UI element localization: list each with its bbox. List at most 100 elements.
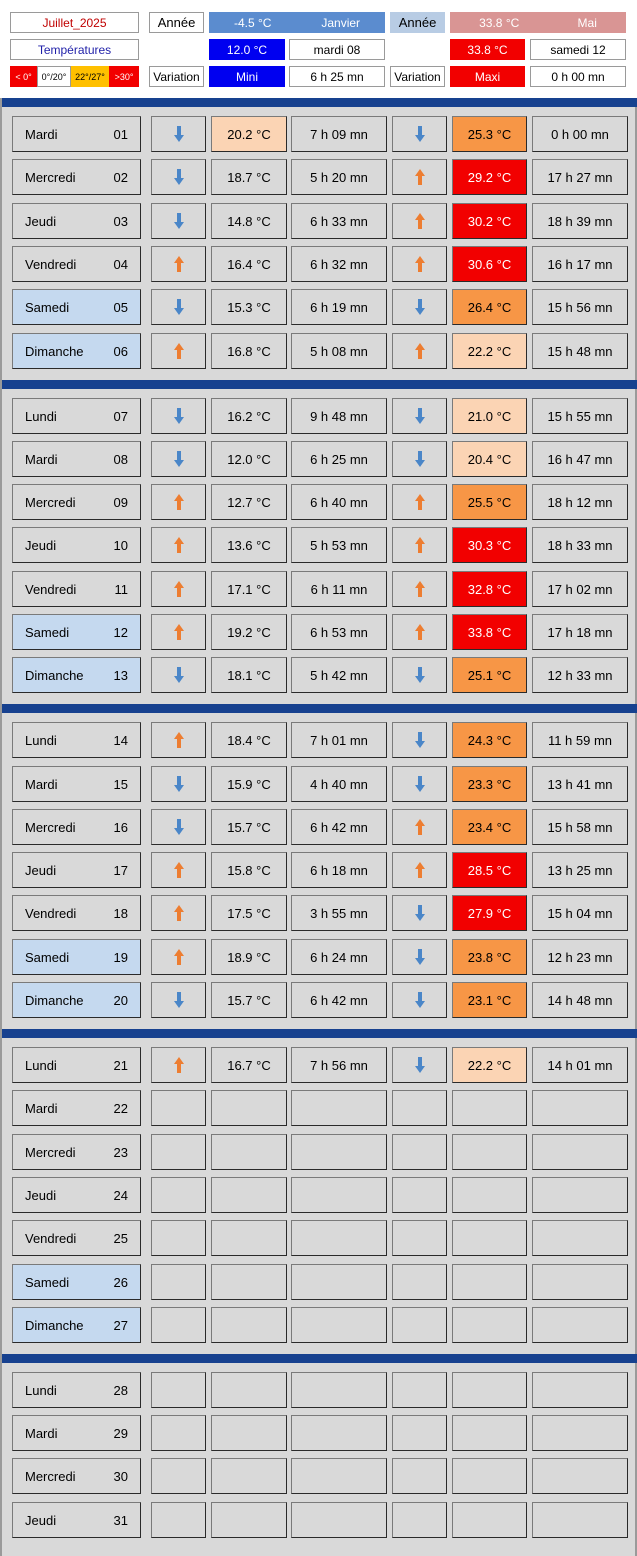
arrow-down-icon bbox=[392, 939, 447, 975]
day-cell[interactable]: Dimanche 27 bbox=[12, 1307, 141, 1343]
arrow-up-icon bbox=[151, 484, 206, 520]
day-cell[interactable]: Lundi 21 bbox=[12, 1047, 141, 1083]
min-temp-cell: 18.1 °C bbox=[211, 657, 287, 693]
min-temp-cell: 15.7 °C bbox=[211, 982, 287, 1018]
day-row: Mercredi 09 12.7 °C 6 h 40 mn 25.5 °C 18 h 12… bbox=[2, 484, 637, 520]
day-cell[interactable]: Samedi 19 bbox=[12, 939, 141, 975]
day-number: 27 bbox=[113, 1317, 128, 1333]
min-temp-cell: 18.7 °C bbox=[211, 159, 287, 195]
day-cell[interactable]: Mercredi 02 bbox=[12, 159, 141, 195]
day-cell[interactable]: Mercredi 23 bbox=[12, 1134, 141, 1170]
month-min-date: mardi 08 bbox=[289, 39, 385, 60]
arrow-down-icon bbox=[392, 982, 447, 1018]
day-cell[interactable]: Mardi 29 bbox=[12, 1415, 141, 1451]
max-temp-cell: 32.8 °C bbox=[452, 571, 527, 607]
variation-min-cell bbox=[151, 1134, 206, 1170]
day-cell[interactable]: Mercredi 30 bbox=[12, 1458, 141, 1494]
day-cell[interactable]: Samedi 26 bbox=[12, 1264, 141, 1300]
max-temp-cell: 26.4 °C bbox=[452, 289, 527, 325]
day-name: Vendredi bbox=[25, 256, 77, 272]
day-row: Dimanche 27 bbox=[2, 1307, 637, 1343]
arrow-up-icon bbox=[392, 484, 447, 520]
day-number: 22 bbox=[113, 1100, 128, 1116]
day-cell[interactable]: Mardi 15 bbox=[12, 766, 141, 802]
day-number: 30 bbox=[113, 1468, 128, 1484]
day-row: Jeudi 24 bbox=[2, 1177, 637, 1213]
day-number: 21 bbox=[113, 1057, 128, 1073]
day-number: 23 bbox=[113, 1144, 128, 1160]
day-cell[interactable]: Mardi 08 bbox=[12, 441, 141, 477]
day-number: 10 bbox=[113, 537, 128, 553]
day-name: Mardi bbox=[25, 126, 58, 142]
day-cell[interactable]: Lundi 28 bbox=[12, 1372, 141, 1408]
day-number: 01 bbox=[113, 126, 128, 142]
day-name: Mardi bbox=[25, 776, 58, 792]
max-temp-cell bbox=[452, 1264, 527, 1300]
year-max-temp: 33.8 °C bbox=[479, 15, 520, 30]
day-cell[interactable]: Jeudi 17 bbox=[12, 852, 141, 888]
year-label-right: Année bbox=[390, 12, 445, 33]
day-cell[interactable]: Dimanche 20 bbox=[12, 982, 141, 1018]
variation-max-cell bbox=[392, 1264, 447, 1300]
max-time-cell bbox=[532, 1458, 628, 1494]
day-cell[interactable]: Jeudi 31 bbox=[12, 1502, 141, 1538]
day-cell[interactable]: Vendredi 25 bbox=[12, 1220, 141, 1256]
min-time-cell: 6 h 11 mn bbox=[291, 571, 387, 607]
day-cell[interactable]: Jeudi 24 bbox=[12, 1177, 141, 1213]
day-cell[interactable]: Lundi 14 bbox=[12, 722, 141, 758]
arrow-down-icon bbox=[151, 398, 206, 434]
day-cell[interactable]: Jeudi 03 bbox=[12, 203, 141, 239]
variation-min-cell bbox=[151, 1090, 206, 1126]
max-time-cell bbox=[532, 1177, 628, 1213]
day-number: 20 bbox=[113, 992, 128, 1008]
day-row: Mardi 22 bbox=[2, 1090, 637, 1126]
arrow-down-icon bbox=[392, 722, 447, 758]
day-cell[interactable]: Mardi 01 bbox=[12, 116, 141, 152]
min-time-cell: 5 h 08 mn bbox=[291, 333, 387, 369]
arrow-down-icon bbox=[392, 766, 447, 802]
day-cell[interactable]: Samedi 05 bbox=[12, 289, 141, 325]
min-temp-cell: 18.4 °C bbox=[211, 722, 287, 758]
day-cell[interactable]: Vendredi 11 bbox=[12, 571, 141, 607]
month-max-temp: 33.8 °C bbox=[450, 39, 525, 60]
variation-max-cell bbox=[392, 1090, 447, 1126]
day-cell[interactable]: Vendredi 04 bbox=[12, 246, 141, 282]
day-name: Lundi bbox=[25, 1382, 57, 1398]
day-cell[interactable]: Samedi 12 bbox=[12, 614, 141, 650]
day-cell[interactable]: Lundi 07 bbox=[12, 398, 141, 434]
arrow-down-icon bbox=[151, 116, 206, 152]
min-temp-cell: 15.9 °C bbox=[211, 766, 287, 802]
arrow-up-icon bbox=[392, 159, 447, 195]
max-temp-cell: 30.6 °C bbox=[452, 246, 527, 282]
day-cell[interactable]: Mercredi 09 bbox=[12, 484, 141, 520]
day-name: Dimanche bbox=[25, 992, 84, 1008]
day-cell[interactable]: Mardi 22 bbox=[12, 1090, 141, 1126]
day-row: Mercredi 30 bbox=[2, 1458, 637, 1494]
arrow-down-icon bbox=[151, 809, 206, 845]
arrow-up-icon bbox=[151, 852, 206, 888]
day-cell[interactable]: Dimanche 13 bbox=[12, 657, 141, 693]
day-number: 09 bbox=[113, 494, 128, 510]
day-row: Samedi 12 19.2 °C 6 h 53 mn 33.8 °C 17 h 18 m… bbox=[2, 614, 637, 650]
day-cell[interactable]: Mercredi 16 bbox=[12, 809, 141, 845]
variation-label-left: Variation bbox=[149, 66, 204, 87]
day-name: Samedi bbox=[25, 1274, 70, 1290]
min-temp-cell: 17.1 °C bbox=[211, 571, 287, 607]
day-cell[interactable]: Jeudi 10 bbox=[12, 527, 141, 563]
min-temp-cell: 20.2 °C bbox=[211, 116, 287, 152]
day-cell[interactable]: Vendredi 18 bbox=[12, 895, 141, 931]
max-temp-cell bbox=[452, 1134, 527, 1170]
month-title: Juillet_2025 bbox=[10, 12, 139, 33]
variation-max-cell bbox=[392, 1458, 447, 1494]
day-row: Lundi 14 18.4 °C 7 h 01 mn 24.3 °C 11 h 59 mn bbox=[2, 722, 637, 758]
min-time-cell: 4 h 40 mn bbox=[291, 766, 387, 802]
day-name: Mardi bbox=[25, 1425, 58, 1441]
week-separator bbox=[2, 1353, 637, 1363]
days-table: Mardi 01 20.2 °C 7 h 09 mn 25.3 °C 0 h 00 mn M… bbox=[0, 98, 637, 1556]
variation-max-cell bbox=[392, 1502, 447, 1538]
day-number: 06 bbox=[113, 343, 128, 359]
day-row: Lundi 07 16.2 °C 9 h 48 mn 21.0 °C 15 h 55 mn bbox=[2, 398, 637, 434]
day-number: 29 bbox=[113, 1425, 128, 1441]
day-cell[interactable]: Dimanche 06 bbox=[12, 333, 141, 369]
max-temp-cell: 23.8 °C bbox=[452, 939, 527, 975]
